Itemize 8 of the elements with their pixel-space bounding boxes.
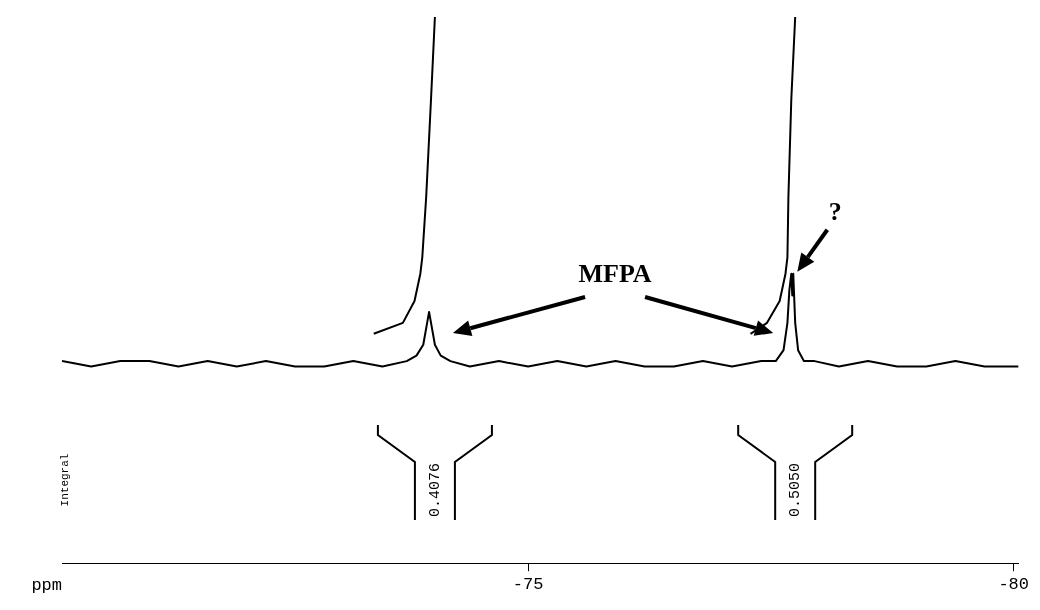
x-tick-label: -80 — [998, 574, 1029, 594]
annotation: 0.4076 — [426, 462, 444, 518]
annotation: Integral — [58, 453, 71, 507]
annotation: 0.5050 — [787, 462, 805, 518]
annotation: ? — [828, 197, 842, 227]
annotation: MFPA — [578, 258, 652, 288]
x-axis-title: ppm — [31, 576, 62, 596]
x-tick-label: -75 — [512, 574, 544, 594]
